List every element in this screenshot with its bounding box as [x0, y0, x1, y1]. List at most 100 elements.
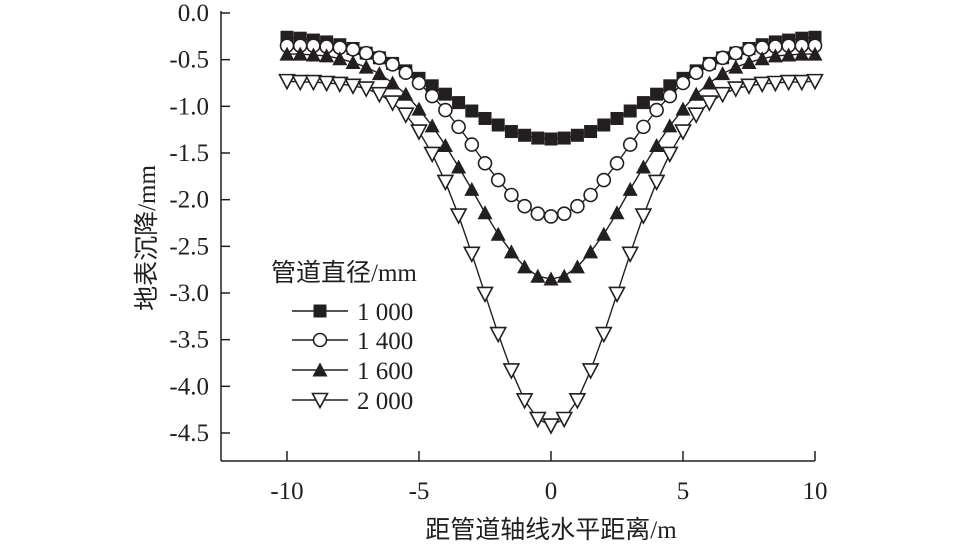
- circle-marker: [622, 137, 638, 152]
- triangle-down-marker: [436, 174, 455, 192]
- square-marker: [504, 125, 518, 139]
- triangle-down-marker: [311, 392, 329, 410]
- triangle-up-marker: [649, 138, 665, 153]
- x-tick-label: -5: [409, 478, 430, 505]
- legend-label: 1 400: [357, 328, 413, 355]
- triangle-down-marker: [528, 411, 547, 429]
- triangle-down-marker: [700, 95, 719, 112]
- triangle-up-marker: [490, 226, 506, 241]
- x-tick-label: -10: [270, 478, 303, 505]
- triangle-up-marker: [530, 268, 546, 283]
- square-marker: [663, 79, 677, 93]
- circle-marker: [596, 172, 612, 188]
- legend-item: 2 000: [292, 388, 413, 415]
- triangle-up-marker: [503, 244, 519, 259]
- x-tick-label: 10: [803, 478, 828, 505]
- square-marker: [650, 87, 664, 101]
- triangle-up-marker: [583, 244, 599, 259]
- x-tick-label: 5: [677, 478, 690, 505]
- triangle-down-marker: [713, 86, 732, 104]
- circle-marker: [649, 102, 664, 118]
- triangle-up-marker: [437, 138, 453, 153]
- triangle-down-marker: [449, 208, 468, 225]
- circle-marker: [741, 42, 757, 57]
- triangle-down-marker: [568, 393, 587, 410]
- triangle-up-marker: [319, 48, 335, 63]
- triangle-up-marker: [305, 47, 321, 62]
- triangle-down-marker: [687, 107, 706, 124]
- triangle-down-marker: [383, 95, 402, 112]
- square-marker: [313, 304, 327, 318]
- square-marker: [570, 128, 584, 142]
- circle-marker: [490, 172, 506, 188]
- triangle-down-marker: [542, 418, 560, 435]
- triangle-down-marker: [766, 75, 785, 93]
- circle-marker: [411, 75, 427, 91]
- y-tick-label: -3.0: [169, 280, 209, 307]
- y-tick-label: -2.5: [169, 233, 209, 260]
- circle-marker: [636, 119, 651, 135]
- triangle-up-marker: [292, 46, 308, 61]
- circle-marker: [438, 102, 453, 118]
- triangle-down-marker: [515, 393, 534, 410]
- triangle-down-marker: [410, 124, 428, 141]
- legend-label: 1 600: [357, 358, 413, 385]
- square-marker: [636, 96, 650, 110]
- y-tick-label: -1.0: [169, 93, 209, 120]
- triangle-down-marker: [370, 86, 389, 104]
- square-marker: [491, 118, 505, 132]
- triangle-down-marker: [291, 74, 310, 92]
- triangle-up-marker: [345, 54, 361, 69]
- triangle-up-marker: [675, 101, 691, 116]
- triangle-up-marker: [371, 66, 387, 81]
- triangle-down-marker: [806, 73, 824, 91]
- triangle-down-marker: [555, 411, 574, 429]
- series-group: [278, 30, 824, 435]
- square-marker: [610, 111, 624, 125]
- circle-marker: [464, 137, 480, 152]
- y-tick-label: -4.5: [169, 420, 209, 447]
- triangle-up-marker: [543, 271, 559, 286]
- triangle-up-marker: [451, 159, 467, 174]
- triangle-down-marker: [304, 74, 323, 92]
- triangle-up-marker: [411, 101, 427, 116]
- triangle-down-marker: [502, 363, 521, 380]
- square-marker: [623, 104, 637, 118]
- legend-title: 管道直径/mm: [271, 259, 417, 287]
- triangle-up-marker: [622, 181, 638, 196]
- square-marker: [438, 87, 452, 101]
- triangle-down-marker: [489, 326, 508, 344]
- triangle-up-marker: [609, 205, 625, 220]
- circle-marker: [345, 42, 361, 57]
- y-tick-label: -3.5: [169, 327, 209, 354]
- triangle-down-marker: [621, 246, 640, 263]
- circle-marker: [688, 65, 704, 81]
- y-tick-label: 0.0: [178, 0, 209, 27]
- square-marker: [544, 132, 558, 146]
- circle-marker: [517, 198, 532, 214]
- triangle-up-marker: [596, 226, 612, 241]
- series-2000: [278, 73, 824, 435]
- square-marker: [597, 118, 611, 132]
- triangle-up-marker: [477, 205, 493, 220]
- triangle-up-marker: [635, 159, 651, 174]
- triangle-down-marker: [396, 107, 415, 124]
- triangle-down-marker: [726, 81, 745, 98]
- triangle-up-marker: [358, 59, 374, 74]
- triangle-down-marker: [278, 73, 296, 91]
- square-marker: [425, 79, 439, 93]
- triangle-up-marker: [754, 51, 770, 66]
- legend-item: 1 000: [292, 299, 413, 326]
- circle-marker: [715, 50, 730, 66]
- triangle-up-marker: [332, 51, 348, 66]
- triangle-down-marker: [594, 326, 613, 344]
- legend-item: 1 400: [292, 328, 413, 355]
- triangle-down-marker: [634, 208, 653, 225]
- circle-marker: [385, 57, 400, 72]
- series-1400: [279, 38, 823, 224]
- y-tick-label: -2.0: [169, 187, 209, 214]
- triangle-down-marker: [753, 76, 772, 94]
- y-tick-label: -0.5: [169, 47, 209, 74]
- triangle-up-marker: [424, 118, 440, 133]
- legend-item: 1 600: [292, 358, 413, 385]
